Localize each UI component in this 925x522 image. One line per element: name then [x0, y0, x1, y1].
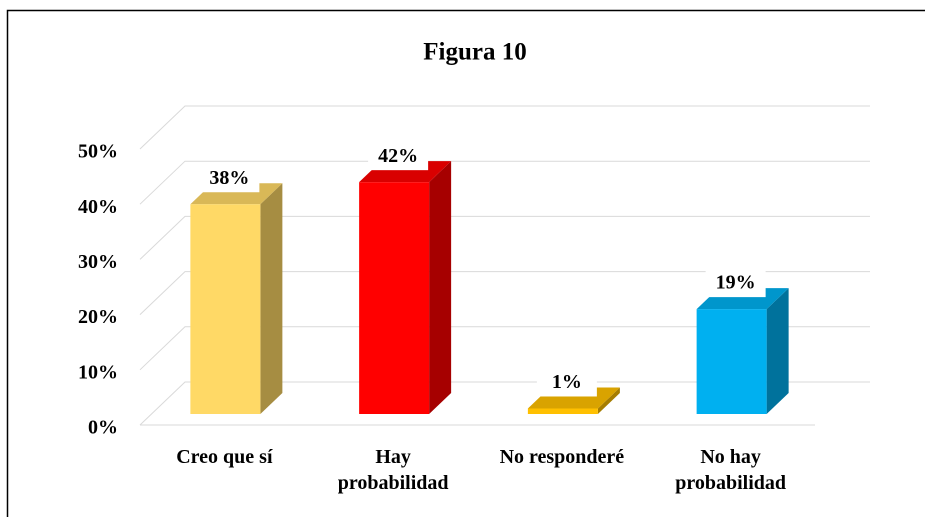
x-tick-label: No hay probabilidad — [666, 444, 796, 496]
value-label: 42% — [378, 145, 418, 167]
bar-side — [767, 288, 789, 414]
x-tick-label: Hay probabilidad — [328, 444, 458, 496]
bar-front — [528, 408, 598, 414]
bar-front — [697, 309, 767, 414]
chart-title: Figura 10 — [423, 39, 526, 66]
y-tick-label: 30% — [78, 251, 118, 273]
bar-front — [190, 204, 260, 414]
frame — [8, 11, 925, 518]
bar-side — [260, 183, 282, 414]
value-label: 38% — [209, 167, 249, 189]
bar — [697, 288, 789, 414]
y-tick-label: 50% — [78, 141, 118, 163]
value-label: 19% — [716, 272, 756, 294]
x-tick-label: No responderé — [497, 444, 627, 470]
y-tick-label: 0% — [88, 417, 118, 439]
bar-side — [429, 161, 451, 414]
y-tick-label: 20% — [78, 306, 118, 328]
y-tick-label: 10% — [78, 361, 118, 383]
bar-front — [359, 182, 429, 414]
bar — [190, 183, 282, 414]
bar — [359, 161, 451, 414]
value-label: 1% — [552, 371, 582, 393]
x-tick-label: Creo que sí — [159, 444, 289, 470]
y-tick-label: 40% — [78, 196, 118, 218]
